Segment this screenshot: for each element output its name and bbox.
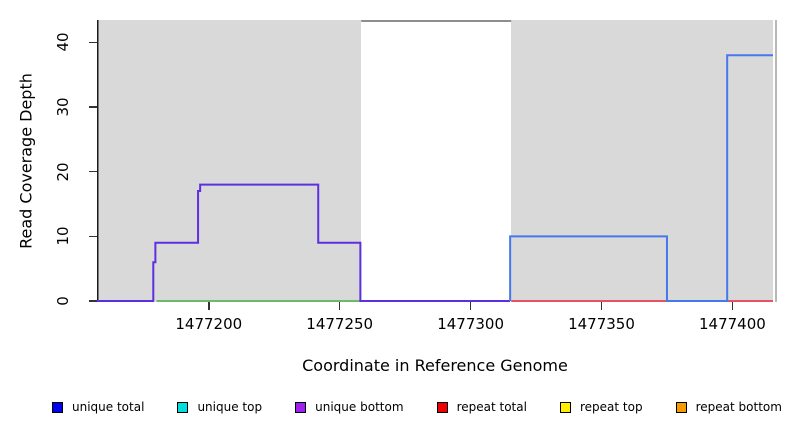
legend-swatch-icon <box>675 401 687 413</box>
unique-bottom-steps-line <box>97 183 511 302</box>
legend-item-unique-top: unique top <box>177 400 262 414</box>
legend-swatch-icon <box>295 401 307 413</box>
legend: unique total unique top unique bottom repea… <box>52 398 782 416</box>
legend-swatch-icon <box>559 401 571 413</box>
y-tick-label: 30 <box>54 97 72 117</box>
plot-canvas <box>97 20 773 302</box>
legend-label: unique bottom <box>315 400 404 414</box>
y-tick <box>89 235 97 238</box>
y-axis-title: Read Coverage Depth <box>16 73 36 249</box>
x-tick-label: 1477200 <box>175 315 243 333</box>
x-tick <box>731 302 734 310</box>
y-tick-label: 10 <box>54 226 72 246</box>
y-tick <box>89 106 97 108</box>
x-tick <box>600 302 603 310</box>
y-tick <box>89 41 97 44</box>
x-tick-label: 1477400 <box>699 315 766 333</box>
legend-item-unique-bottom: unique bottom <box>295 400 404 414</box>
legend-label: unique total <box>72 400 145 414</box>
y-tick <box>89 170 97 173</box>
legend-item-repeat-top: repeat top <box>559 400 643 414</box>
legend-label: repeat bottom <box>695 400 782 414</box>
legend-item-unique-total: unique total <box>52 400 144 414</box>
legend-label: repeat total <box>456 400 527 414</box>
legend-swatch-icon <box>436 401 448 413</box>
y-tick-label: 0 <box>54 296 72 306</box>
plot-area <box>97 20 773 302</box>
unique-total-line <box>509 54 773 302</box>
legend-swatch-icon <box>177 401 189 413</box>
x-tick-label: 1477300 <box>437 315 504 333</box>
y-tick <box>89 300 97 302</box>
x-tick <box>208 302 210 310</box>
legend-label: repeat top <box>579 400 643 414</box>
shaded-region-unique-region-left <box>97 20 362 302</box>
legend-item-repeat-bottom: repeat bottom <box>675 400 782 414</box>
legend-item-repeat-total: repeat total <box>436 400 527 414</box>
y-tick-label: 20 <box>54 162 72 182</box>
x-tick-label: 1477350 <box>568 315 635 333</box>
x-tick-label: 1477250 <box>306 315 374 333</box>
legend-label: unique top <box>197 400 263 414</box>
x-tick <box>338 302 341 310</box>
x-axis-title: Coordinate in Reference Genome <box>302 356 568 375</box>
y-tick-label: 40 <box>54 32 72 52</box>
x-tick <box>469 302 472 310</box>
shaded-region-repeat-region-right <box>511 20 773 302</box>
plot-right-border <box>775 20 777 302</box>
legend-swatch-icon <box>52 401 63 413</box>
